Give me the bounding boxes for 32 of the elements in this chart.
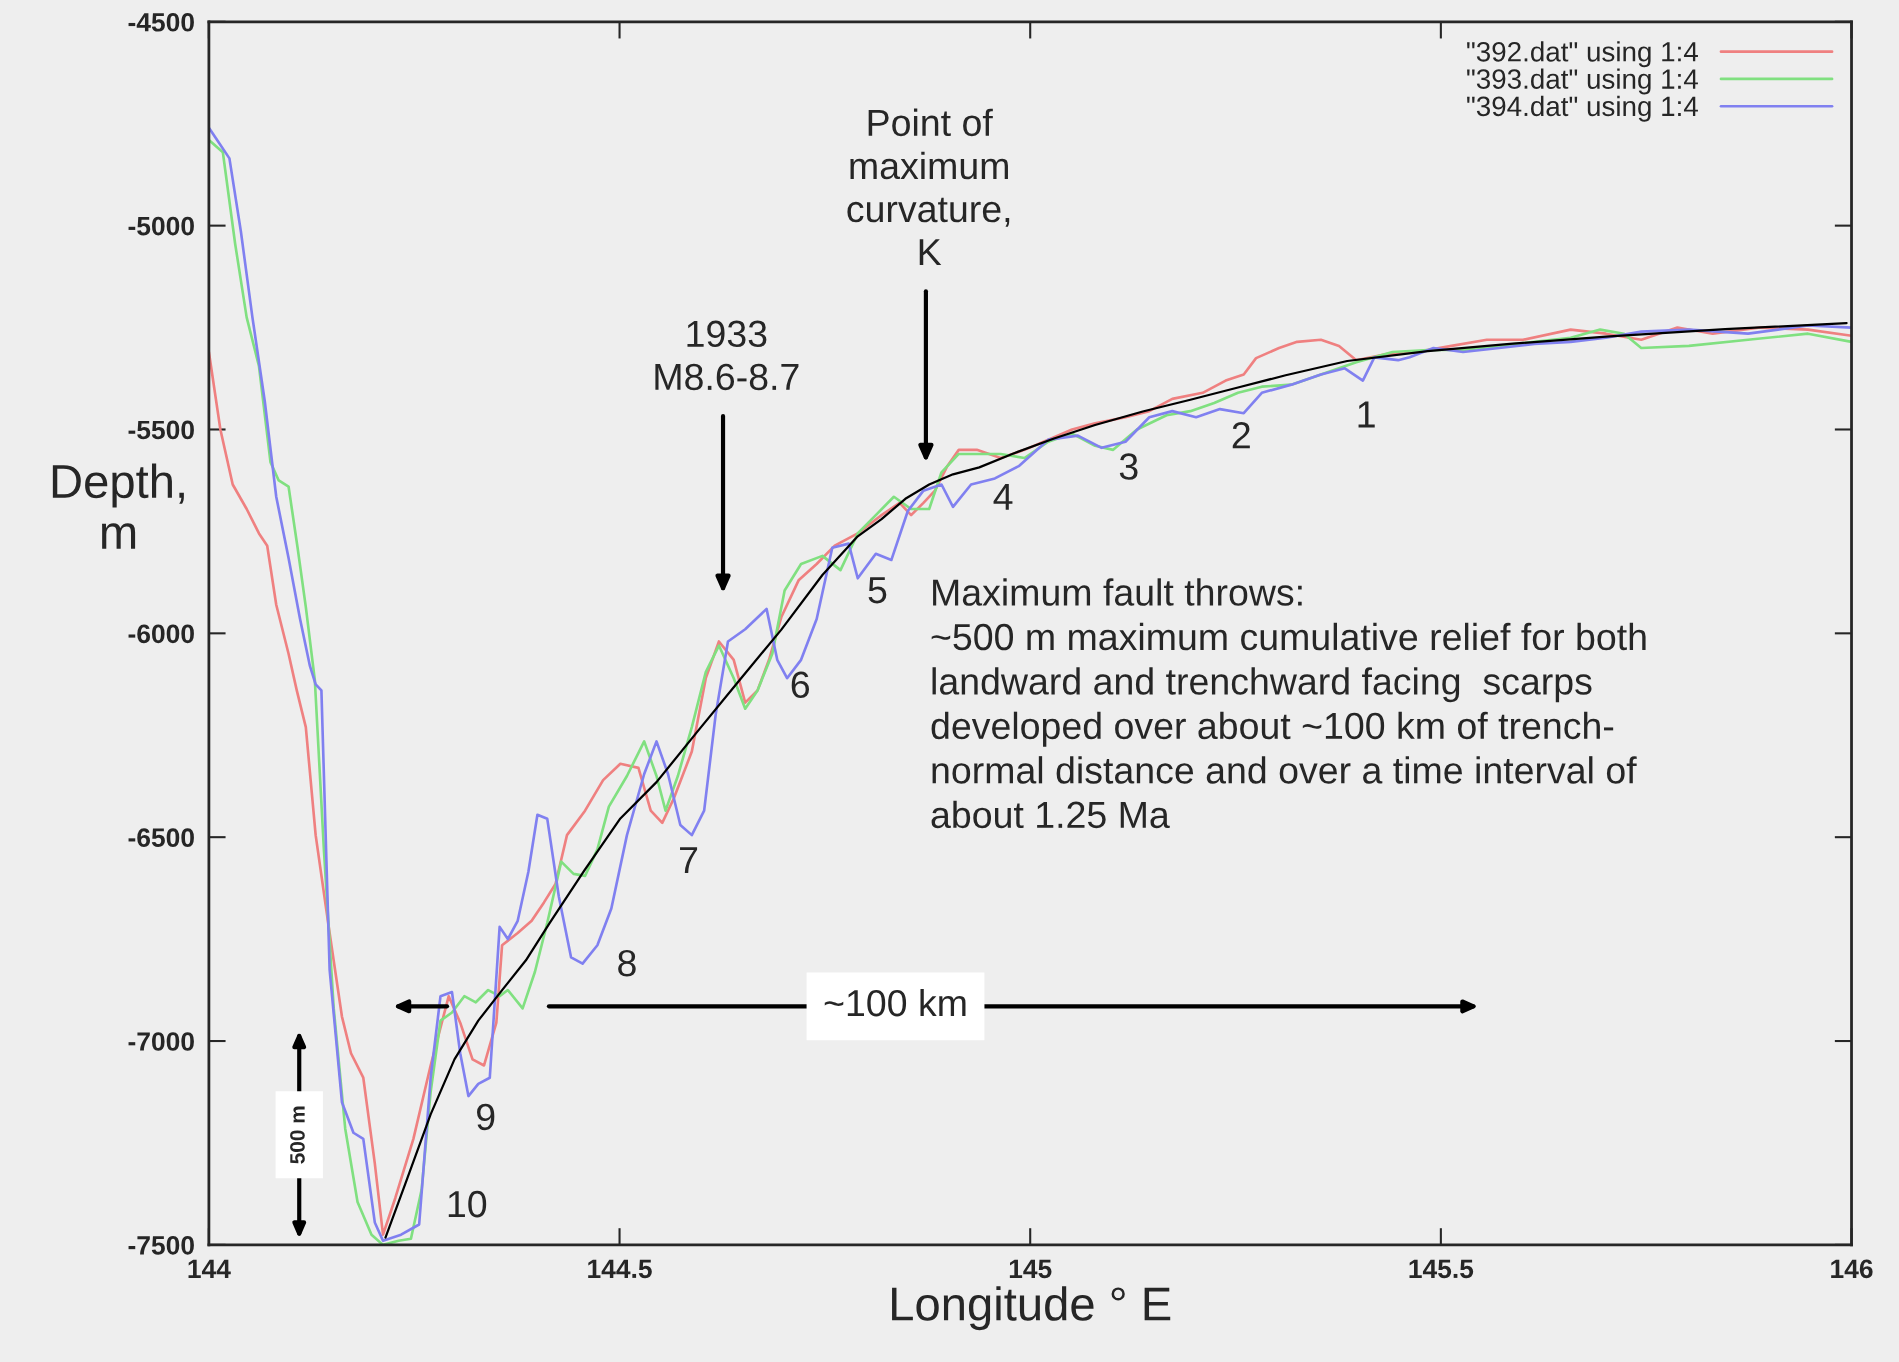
y-tick-label: -5500 — [128, 420, 194, 440]
y-tick-label: -5000 — [128, 216, 194, 236]
annotation: 8 — [618, 949, 636, 977]
legend-label: "392.dat" using 1:4 — [1467, 41, 1698, 68]
y-tick-label: -6000 — [128, 624, 194, 644]
annotation: 3 — [1119, 453, 1138, 480]
annotation: Maximum fault throws: ~500 m maximum cumulative relief for both landward and trenchward facing scarps developed over about ~100 km of trench- normal distance and over a time interval of about 1.25 Ma — [931, 578, 1646, 829]
annotation: 6 — [791, 671, 810, 699]
y-tick-label: -4500 — [128, 12, 194, 32]
y-axis-title: Depth, m — [52, 463, 184, 549]
annotation: ~100 km — [824, 988, 966, 1017]
y-tick-label: -7500 — [128, 1236, 194, 1255]
annotation: 500 m — [290, 1106, 305, 1164]
x-tick-label: 146 — [1831, 1259, 1873, 1279]
x-tick-label: 145.5 — [1409, 1259, 1474, 1279]
annotation: 9 — [477, 1103, 495, 1131]
annotation: 7 — [680, 847, 698, 873]
legend-label: "393.dat" using 1:4 — [1467, 68, 1698, 95]
annotation: 10 — [448, 1190, 487, 1218]
annotation: 1 — [1358, 401, 1375, 428]
x-tick-label: 145 — [1009, 1259, 1052, 1279]
annotation: 1933 M8.6-8.7 — [655, 320, 799, 391]
annotation: 2 — [1232, 422, 1250, 449]
x-tick-label: 144 — [188, 1259, 231, 1278]
y-tick-label: -7000 — [128, 1032, 194, 1051]
annotation: 4 — [993, 483, 1013, 510]
x-axis-title: Longitude ° E — [892, 1286, 1171, 1331]
x-tick-label: 144.5 — [588, 1259, 652, 1279]
annotation: Point of maximum curvature, K — [847, 108, 1010, 266]
y-tick-label: -6500 — [128, 828, 194, 847]
annotation: 5 — [868, 577, 887, 604]
legend-label: "394.dat" using 1:4 — [1467, 95, 1698, 122]
